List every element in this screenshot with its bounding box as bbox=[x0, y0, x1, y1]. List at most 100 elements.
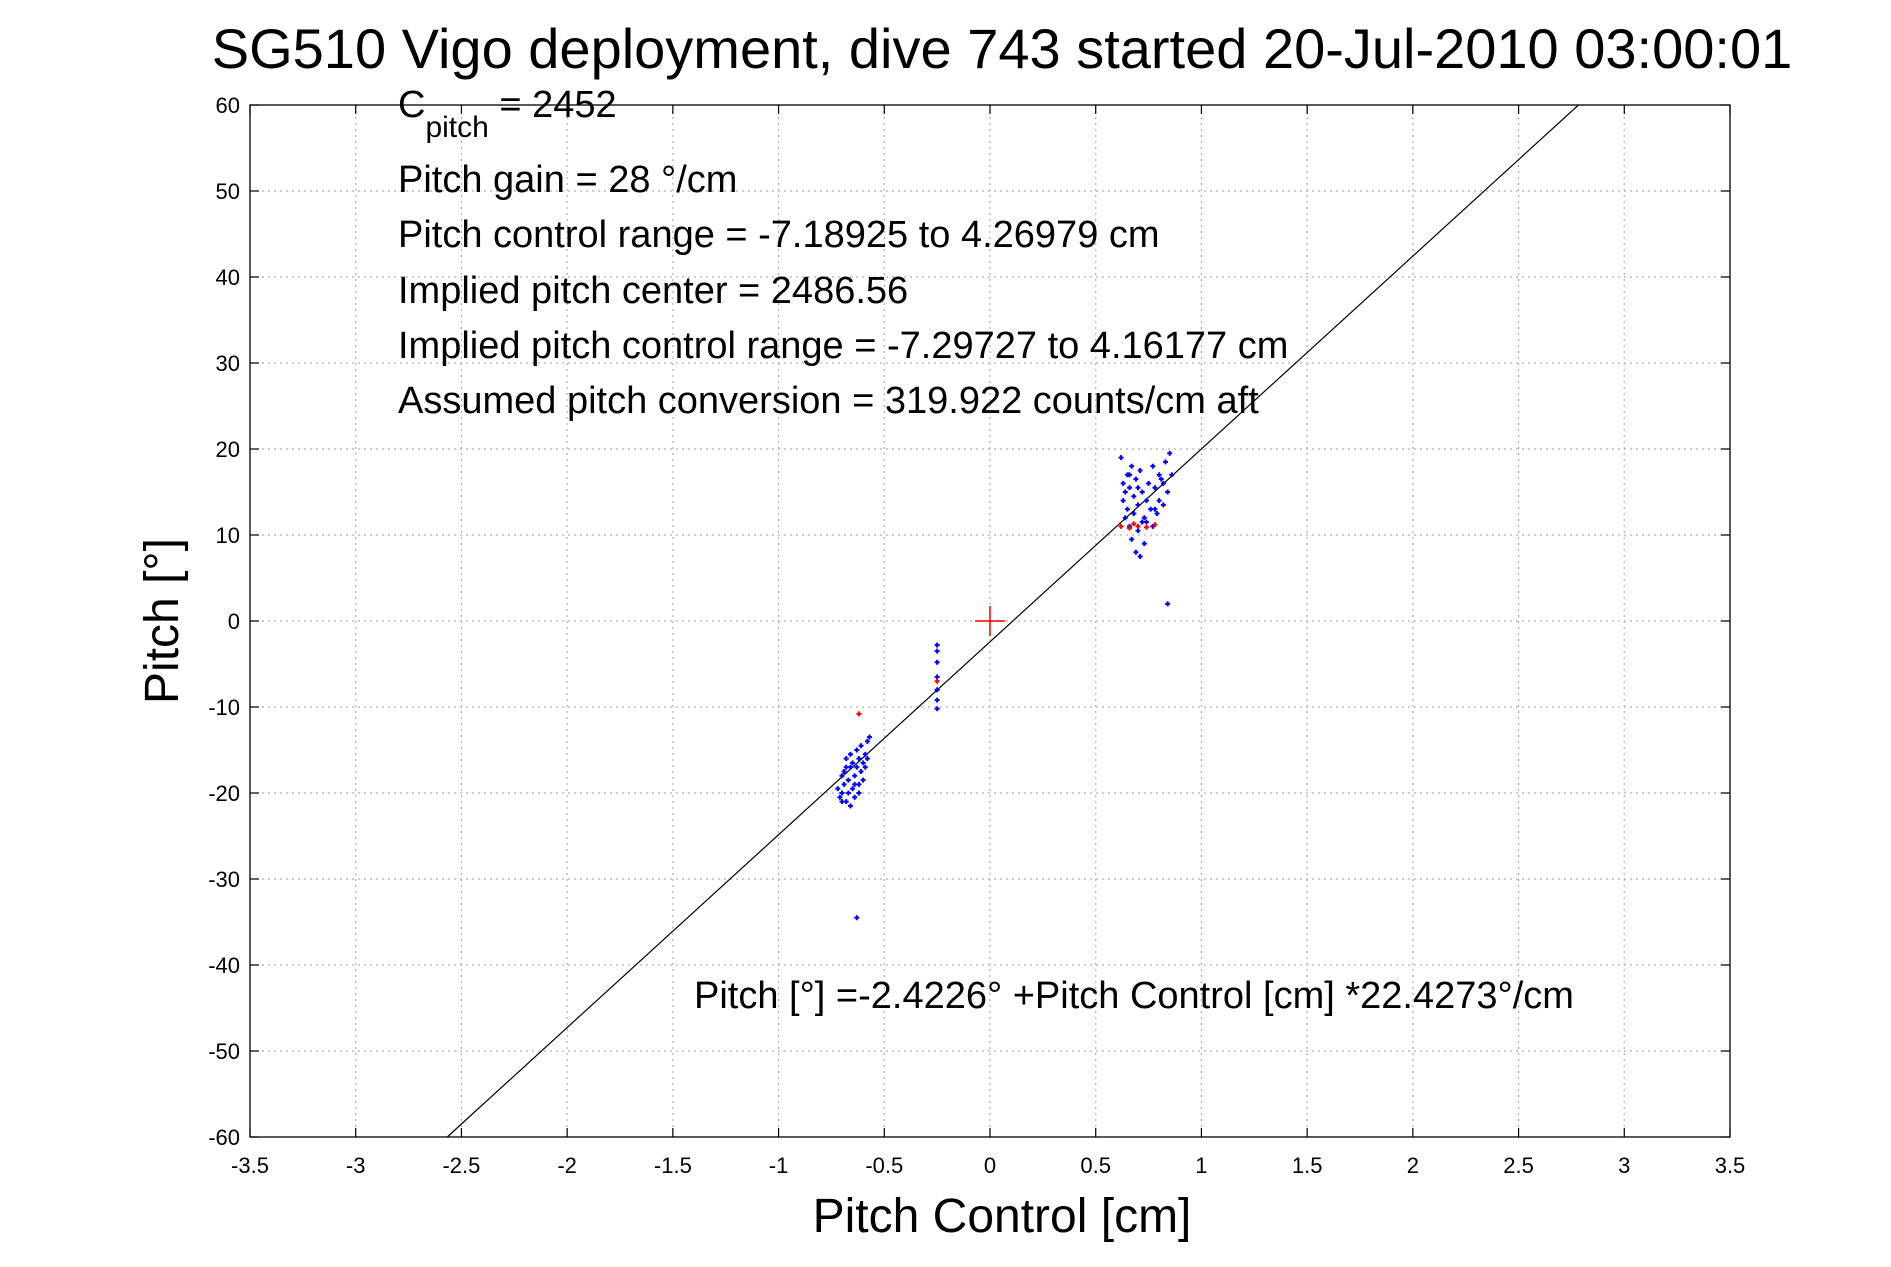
blue-data-point bbox=[934, 697, 940, 703]
blue-data-point bbox=[1127, 485, 1133, 491]
red-data-point bbox=[1143, 524, 1149, 530]
c-pitch-value: = 2452 bbox=[489, 84, 617, 126]
blue-data-point bbox=[856, 781, 862, 787]
x-tick-label: 0 bbox=[984, 1153, 996, 1178]
blue-data-point bbox=[1129, 536, 1135, 542]
c-pitch-symbol: C bbox=[398, 84, 425, 126]
blue-data-point bbox=[841, 781, 847, 787]
c-pitch-annotation: Cpitch = 2452 bbox=[398, 84, 617, 144]
blue-data-point bbox=[858, 743, 864, 749]
blue-data-point bbox=[1118, 455, 1124, 461]
red-data-point bbox=[1118, 523, 1124, 529]
blue-data-point bbox=[1122, 489, 1128, 495]
x-tick-label: 2 bbox=[1407, 1153, 1419, 1178]
blue-data-point bbox=[839, 799, 845, 805]
c-pitch-subscript: pitch bbox=[425, 111, 488, 144]
red-data-point bbox=[1127, 525, 1133, 531]
fit-equation: Pitch [°] =-2.4226° +Pitch Control [cm] … bbox=[694, 975, 1574, 1017]
blue-data-point bbox=[1129, 463, 1135, 469]
blue-data-point bbox=[1143, 519, 1149, 525]
red-data-point bbox=[856, 711, 862, 717]
y-tick-label: -20 bbox=[208, 781, 240, 806]
blue-data-point bbox=[862, 764, 868, 770]
blue-data-point bbox=[1124, 506, 1130, 512]
x-tick-label: 3 bbox=[1618, 1153, 1630, 1178]
blue-data-point bbox=[864, 738, 870, 744]
blue-data-point bbox=[843, 764, 849, 770]
x-tick-label: -2 bbox=[557, 1153, 577, 1178]
blue-data-point bbox=[839, 773, 845, 779]
blue-data-point bbox=[1135, 485, 1141, 491]
y-tick-label: 40 bbox=[216, 265, 240, 290]
blue-data-point bbox=[1120, 480, 1126, 486]
blue-data-point bbox=[1165, 601, 1171, 607]
y-tick-label: -50 bbox=[208, 1039, 240, 1064]
x-tick-label: -3 bbox=[346, 1153, 366, 1178]
blue-data-point bbox=[847, 764, 853, 770]
blue-data-point bbox=[847, 751, 853, 757]
x-tick-label: 3.5 bbox=[1715, 1153, 1746, 1178]
blue-data-point bbox=[934, 687, 940, 693]
y-tick-label: -40 bbox=[208, 953, 240, 978]
blue-data-point bbox=[854, 747, 860, 753]
blue-data-point bbox=[856, 790, 862, 796]
blue-data-point bbox=[852, 773, 858, 779]
blue-data-point bbox=[847, 803, 853, 809]
red-data-point bbox=[1152, 522, 1158, 528]
axis-ticks: -3.5 -3 -2.5 -2 -1.5 -1 -0.5 0 0.5 1 1.5 2 2.5 3 3.5 -6… bbox=[208, 93, 1745, 1178]
y-tick-label: -60 bbox=[208, 1125, 240, 1150]
blue-data-point bbox=[854, 764, 860, 770]
blue-data-point bbox=[1169, 472, 1175, 478]
y-tick-label: 20 bbox=[216, 437, 240, 462]
blue-data-point bbox=[1143, 498, 1149, 504]
blue-data-point bbox=[1141, 515, 1147, 521]
blue-data-point bbox=[864, 756, 870, 762]
annotation-line-3: Implied pitch center = 2486.56 bbox=[398, 270, 908, 312]
annotation-line-5: Assumed pitch conversion = 319.922 count… bbox=[398, 380, 1259, 422]
annotation-line-4: Implied pitch control range = -7.29727 t… bbox=[398, 325, 1288, 367]
blue-data-point bbox=[1162, 459, 1168, 465]
blue-data-point bbox=[1131, 493, 1137, 499]
blue-data-point bbox=[1120, 498, 1126, 504]
red-data-point bbox=[1131, 521, 1137, 527]
y-tick-label: 10 bbox=[216, 523, 240, 548]
blue-data-point bbox=[1137, 468, 1143, 473]
blue-data-point bbox=[934, 659, 940, 665]
blue-data-point bbox=[934, 642, 940, 648]
blue-data-point bbox=[1165, 489, 1171, 495]
blue-data-point bbox=[1137, 554, 1143, 559]
y-tick-label: 0 bbox=[228, 609, 240, 634]
blue-data-point bbox=[850, 786, 856, 792]
blue-data-point bbox=[837, 794, 843, 800]
blue-data-point bbox=[934, 674, 940, 680]
blue-data-point bbox=[934, 648, 940, 654]
center-marker bbox=[975, 606, 1005, 636]
blue-data-point bbox=[1131, 511, 1137, 516]
data-points bbox=[835, 450, 1175, 921]
blue-data-point bbox=[856, 756, 862, 762]
blue-data-point bbox=[845, 790, 851, 796]
y-tick-label: 50 bbox=[216, 179, 240, 204]
blue-data-point bbox=[1156, 472, 1162, 478]
x-tick-label: 1 bbox=[1195, 1153, 1207, 1178]
x-tick-label: 2.5 bbox=[1503, 1153, 1534, 1178]
fit-line-group bbox=[446, 104, 1579, 1138]
blue-data-point bbox=[1167, 450, 1173, 456]
blue-data-point bbox=[854, 915, 860, 921]
blue-data-point bbox=[1139, 489, 1145, 495]
blue-data-point bbox=[1160, 502, 1166, 508]
blue-data-point bbox=[845, 777, 851, 783]
y-tick-label: 30 bbox=[216, 351, 240, 376]
y-tick-label: -10 bbox=[208, 695, 240, 720]
blue-data-point bbox=[1152, 485, 1158, 491]
blue-data-point bbox=[1146, 480, 1152, 486]
annotation-line-2: Pitch control range = -7.18925 to 4.2697… bbox=[398, 214, 1160, 256]
blue-data-point bbox=[860, 777, 866, 783]
blue-data-point bbox=[852, 794, 858, 800]
blue-data-point bbox=[934, 706, 940, 712]
blue-data-point bbox=[858, 769, 864, 774]
blue-data-point bbox=[852, 781, 858, 787]
blue-data-point bbox=[1158, 476, 1164, 482]
